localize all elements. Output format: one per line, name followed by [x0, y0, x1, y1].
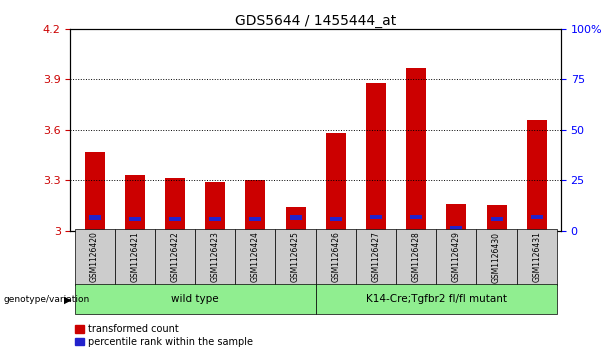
Bar — [410, 215, 422, 219]
Bar — [209, 217, 221, 221]
Bar — [316, 284, 557, 314]
Bar — [275, 229, 316, 285]
Text: ▶: ▶ — [64, 294, 72, 305]
Bar — [326, 133, 346, 231]
Bar — [245, 180, 265, 231]
Bar — [155, 229, 195, 285]
Text: GSM1126429: GSM1126429 — [452, 232, 461, 282]
Bar — [195, 229, 235, 285]
Bar — [289, 215, 302, 220]
Legend: transformed count, percentile rank within the sample: transformed count, percentile rank withi… — [75, 324, 253, 347]
Text: GSM1126427: GSM1126427 — [371, 232, 381, 282]
Bar — [205, 182, 225, 231]
Bar — [476, 229, 517, 285]
Bar — [531, 215, 543, 219]
Text: GSM1126428: GSM1126428 — [412, 232, 421, 282]
Bar — [165, 179, 185, 231]
Bar — [129, 217, 141, 221]
Bar — [446, 204, 466, 231]
Text: K14-Cre;Tgfbr2 fl/fl mutant: K14-Cre;Tgfbr2 fl/fl mutant — [366, 294, 507, 304]
Bar — [330, 217, 342, 221]
Bar — [436, 229, 476, 285]
Text: GSM1126420: GSM1126420 — [90, 232, 99, 282]
Bar — [517, 229, 557, 285]
Bar — [75, 229, 115, 285]
Text: GSM1126421: GSM1126421 — [131, 232, 139, 282]
Bar — [286, 207, 306, 231]
Bar — [487, 205, 506, 231]
Text: GSM1126431: GSM1126431 — [532, 232, 541, 282]
Bar — [85, 152, 105, 231]
Title: GDS5644 / 1455444_at: GDS5644 / 1455444_at — [235, 14, 397, 28]
Text: GSM1126426: GSM1126426 — [331, 232, 340, 282]
Text: GSM1126430: GSM1126430 — [492, 232, 501, 282]
Bar — [75, 284, 316, 314]
Bar — [235, 229, 275, 285]
Text: GSM1126422: GSM1126422 — [170, 232, 180, 282]
Bar — [316, 229, 356, 285]
Bar — [366, 83, 386, 231]
Text: GSM1126425: GSM1126425 — [291, 232, 300, 282]
Text: wild type: wild type — [171, 294, 219, 304]
Bar — [406, 68, 426, 231]
Bar — [169, 217, 181, 221]
Bar — [356, 229, 396, 285]
Bar — [527, 120, 547, 231]
Bar — [490, 217, 503, 221]
Bar — [451, 226, 462, 231]
Bar — [89, 215, 101, 220]
Bar — [249, 217, 261, 221]
Text: GSM1126423: GSM1126423 — [211, 232, 219, 282]
Bar — [396, 229, 436, 285]
Text: genotype/variation: genotype/variation — [3, 295, 89, 304]
Bar — [370, 215, 382, 219]
Bar — [125, 175, 145, 231]
Text: GSM1126424: GSM1126424 — [251, 232, 260, 282]
Bar — [115, 229, 155, 285]
